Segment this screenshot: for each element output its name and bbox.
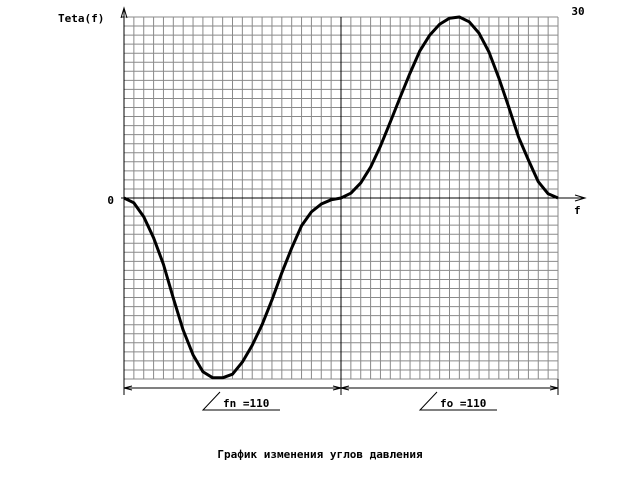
y-tick-label: 30 — [571, 5, 584, 18]
y-tick-label: 0 — [107, 194, 114, 207]
x-axis-arrow — [574, 194, 587, 202]
y-axis-label: Teta(f) — [58, 12, 104, 25]
leader — [201, 391, 280, 411]
x-axis-label: f — [574, 204, 581, 217]
y-axis-arrow — [120, 6, 128, 19]
chart-title: График изменения углов давления — [217, 448, 422, 461]
leader — [418, 391, 497, 411]
dimension-arrow — [340, 385, 559, 391]
dimension-label: fn =110 — [223, 397, 269, 410]
data-line — [123, 15, 559, 380]
dimension-label: fo =110 — [440, 397, 486, 410]
